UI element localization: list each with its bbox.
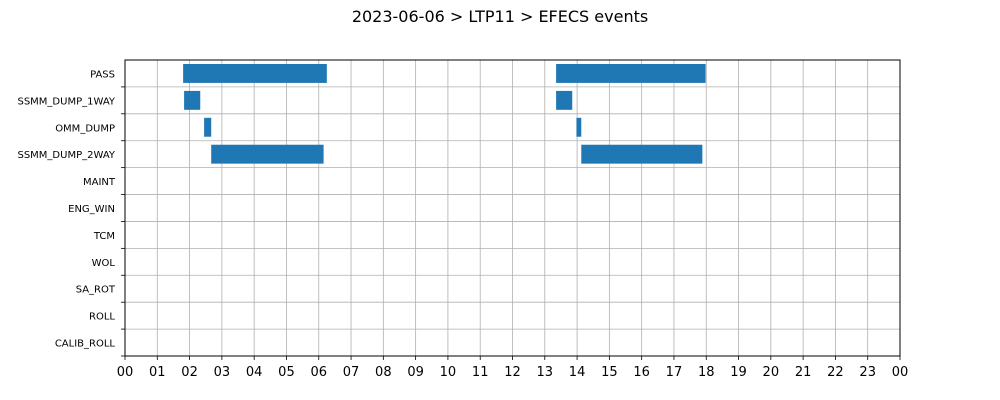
x-tick-label: 09	[407, 365, 424, 380]
x-tick-label: 18	[698, 365, 715, 380]
y-tick-label: OMM_DUMP	[55, 123, 115, 134]
x-tick-label: 10	[440, 365, 457, 380]
y-tick-label: WOL	[92, 258, 116, 269]
y-tick-label: SA_ROT	[76, 285, 116, 296]
chart-title: 2023-06-06 > LTP11 > EFECS events	[352, 7, 648, 26]
event-bar	[204, 117, 212, 137]
x-tick-label: 22	[827, 365, 844, 380]
x-tick-label: 00	[117, 365, 134, 380]
x-tick-label: 20	[763, 365, 780, 380]
y-tick-label: SSMM_DUMP_1WAY	[17, 96, 115, 107]
event-bar	[556, 90, 573, 110]
x-tick-label: 12	[504, 365, 521, 380]
x-tick-label: 08	[375, 365, 392, 380]
y-tick-label: PASS	[90, 69, 115, 80]
x-axis: 00 01 02 03 04 05 06 07 08 09 10 11 12 13 14 15 16 17 18 19…	[117, 356, 909, 380]
x-tick-label: 03	[214, 365, 231, 380]
y-tick-label: TCM	[93, 231, 115, 242]
x-tick-label: 23	[859, 365, 876, 380]
x-tick-label: 05	[278, 365, 295, 380]
y-tick-label: SSMM_DUMP_2WAY	[17, 150, 115, 161]
x-tick-label: 17	[666, 365, 683, 380]
y-tick-label: MAINT	[83, 177, 116, 188]
y-tick-label: ROLL	[89, 312, 115, 323]
x-tick-label: 13	[537, 365, 554, 380]
event-bar	[556, 64, 706, 83]
x-tick-label: 06	[310, 365, 327, 380]
x-tick-label: 19	[730, 365, 747, 380]
y-axis: PASS SSMM_DUMP_1WAY OMM_DUMP SSMM_DUMP_2WAY…	[17, 69, 125, 357]
x-tick-label: 04	[246, 365, 263, 380]
x-tick-label: 16	[633, 365, 650, 380]
x-tick-label: 14	[569, 365, 586, 380]
event-bar	[576, 117, 582, 137]
x-tick-label: 21	[795, 365, 812, 380]
x-tick-label: 07	[343, 365, 360, 380]
bar-layer	[183, 64, 706, 164]
event-bar	[211, 144, 324, 164]
grid-layer	[124, 60, 901, 356]
event-bar	[184, 90, 201, 110]
y-tick-label: CALIB_ROLL	[55, 339, 116, 350]
x-tick-label: 15	[601, 365, 618, 380]
y-tick-label: ENG_WIN	[68, 204, 115, 215]
x-tick-label: 00	[892, 365, 909, 380]
x-tick-label: 11	[472, 365, 489, 380]
x-tick-label: 01	[149, 365, 166, 380]
event-bar	[581, 144, 703, 164]
event-bar	[183, 64, 327, 83]
x-tick-label: 02	[181, 365, 198, 380]
